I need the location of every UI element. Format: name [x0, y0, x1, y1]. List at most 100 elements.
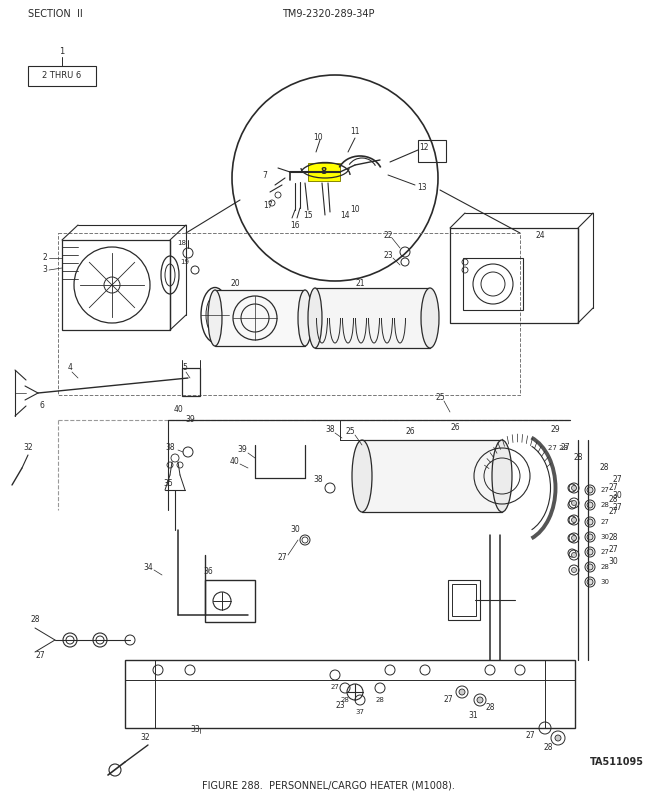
Text: 15: 15 [303, 210, 313, 219]
Circle shape [571, 535, 577, 541]
Text: 27: 27 [560, 443, 570, 453]
Bar [58, 233, 520, 395]
Circle shape [587, 487, 593, 493]
Text: 5: 5 [182, 363, 188, 373]
Text: 28: 28 [485, 703, 495, 713]
Text: 17: 17 [263, 201, 273, 210]
Circle shape [571, 567, 577, 573]
Ellipse shape [352, 440, 372, 512]
Circle shape [571, 486, 577, 490]
Text: TA511095: TA511095 [590, 757, 644, 767]
Text: 11: 11 [350, 127, 359, 137]
Text: 7: 7 [262, 170, 268, 179]
Text: 37: 37 [356, 709, 365, 715]
Text: 38: 38 [165, 443, 174, 453]
Ellipse shape [421, 288, 439, 348]
Text: 28: 28 [608, 534, 618, 542]
Text: 27: 27 [608, 507, 618, 517]
Text: 28: 28 [376, 697, 384, 703]
Text: 27: 27 [612, 503, 622, 513]
Text: 27: 27 [600, 487, 609, 493]
Text: 21: 21 [356, 278, 365, 287]
Text: 6: 6 [39, 401, 45, 410]
Ellipse shape [208, 290, 222, 346]
Text: 27: 27 [525, 730, 535, 739]
Text: 26: 26 [405, 427, 415, 437]
Circle shape [571, 518, 577, 522]
Text: 27: 27 [600, 519, 609, 525]
Text: 39: 39 [185, 415, 195, 425]
Text: 28: 28 [573, 454, 583, 462]
Text: 27: 27 [608, 483, 618, 493]
Text: 28: 28 [599, 463, 609, 473]
Circle shape [587, 549, 593, 555]
Circle shape [571, 553, 577, 558]
Text: 25: 25 [435, 394, 445, 402]
Ellipse shape [492, 440, 512, 512]
Text: 30: 30 [608, 558, 618, 566]
Text: 40: 40 [230, 458, 240, 466]
Text: 27: 27 [600, 549, 609, 555]
Text: 33: 33 [190, 726, 200, 734]
Text: 27: 27 [608, 546, 618, 554]
Text: 8: 8 [321, 167, 327, 177]
Text: 32: 32 [23, 443, 33, 453]
Circle shape [571, 501, 577, 506]
Bar [450, 228, 578, 323]
Text: 27: 27 [443, 695, 453, 705]
Text: 27: 27 [35, 650, 45, 659]
Bar [182, 368, 200, 396]
Circle shape [555, 735, 561, 741]
Text: 38: 38 [325, 426, 335, 434]
Bar [205, 580, 255, 622]
Text: 38: 38 [313, 475, 323, 485]
Text: 34: 34 [143, 563, 153, 573]
Text: 27: 27 [612, 475, 622, 485]
Text: 35: 35 [163, 478, 173, 487]
Text: 1: 1 [60, 47, 65, 57]
Text: 14: 14 [340, 210, 350, 219]
Text: 27: 27 [331, 684, 339, 690]
Text: FIGURE 288.  PERSONNEL/CARGO HEATER (M1008).: FIGURE 288. PERSONNEL/CARGO HEATER (M100… [201, 780, 455, 790]
Text: 32: 32 [140, 734, 150, 742]
Text: 3: 3 [43, 266, 47, 274]
Text: 12: 12 [419, 143, 429, 153]
Text: 28: 28 [600, 502, 609, 508]
Text: SECTION  II: SECTION II [28, 9, 83, 19]
Circle shape [587, 564, 593, 570]
Text: 2: 2 [43, 254, 47, 262]
Ellipse shape [298, 290, 312, 346]
Circle shape [459, 689, 465, 695]
Text: 4: 4 [68, 363, 72, 373]
Text: 29: 29 [550, 426, 560, 434]
Text: 30: 30 [612, 490, 622, 499]
Text: 23: 23 [383, 250, 393, 259]
Text: 36: 36 [203, 567, 213, 577]
Bar [315, 288, 430, 348]
Bar [362, 440, 502, 512]
Text: 23: 23 [335, 702, 345, 710]
Text: 30: 30 [290, 526, 300, 534]
Text: 28: 28 [543, 743, 553, 753]
Text: 40: 40 [173, 406, 183, 414]
Text: 39: 39 [237, 446, 247, 454]
Bar [418, 140, 446, 162]
Bar [308, 163, 340, 181]
Ellipse shape [308, 288, 322, 348]
Text: 28: 28 [30, 615, 40, 625]
Text: 2 THRU 6: 2 THRU 6 [43, 71, 81, 81]
Text: 30: 30 [600, 534, 609, 540]
Text: 10: 10 [313, 134, 323, 142]
Circle shape [477, 697, 483, 703]
Text: 31: 31 [468, 710, 478, 719]
Text: 20: 20 [230, 278, 240, 287]
Text: 28: 28 [340, 697, 350, 703]
Text: 13: 13 [417, 183, 427, 193]
Text: 27 28: 27 28 [548, 445, 568, 451]
Bar [28, 66, 96, 86]
Text: 27: 27 [277, 554, 287, 562]
Text: 22: 22 [383, 230, 393, 239]
Bar [215, 290, 305, 346]
Bar [463, 258, 523, 310]
Bar [62, 240, 170, 330]
